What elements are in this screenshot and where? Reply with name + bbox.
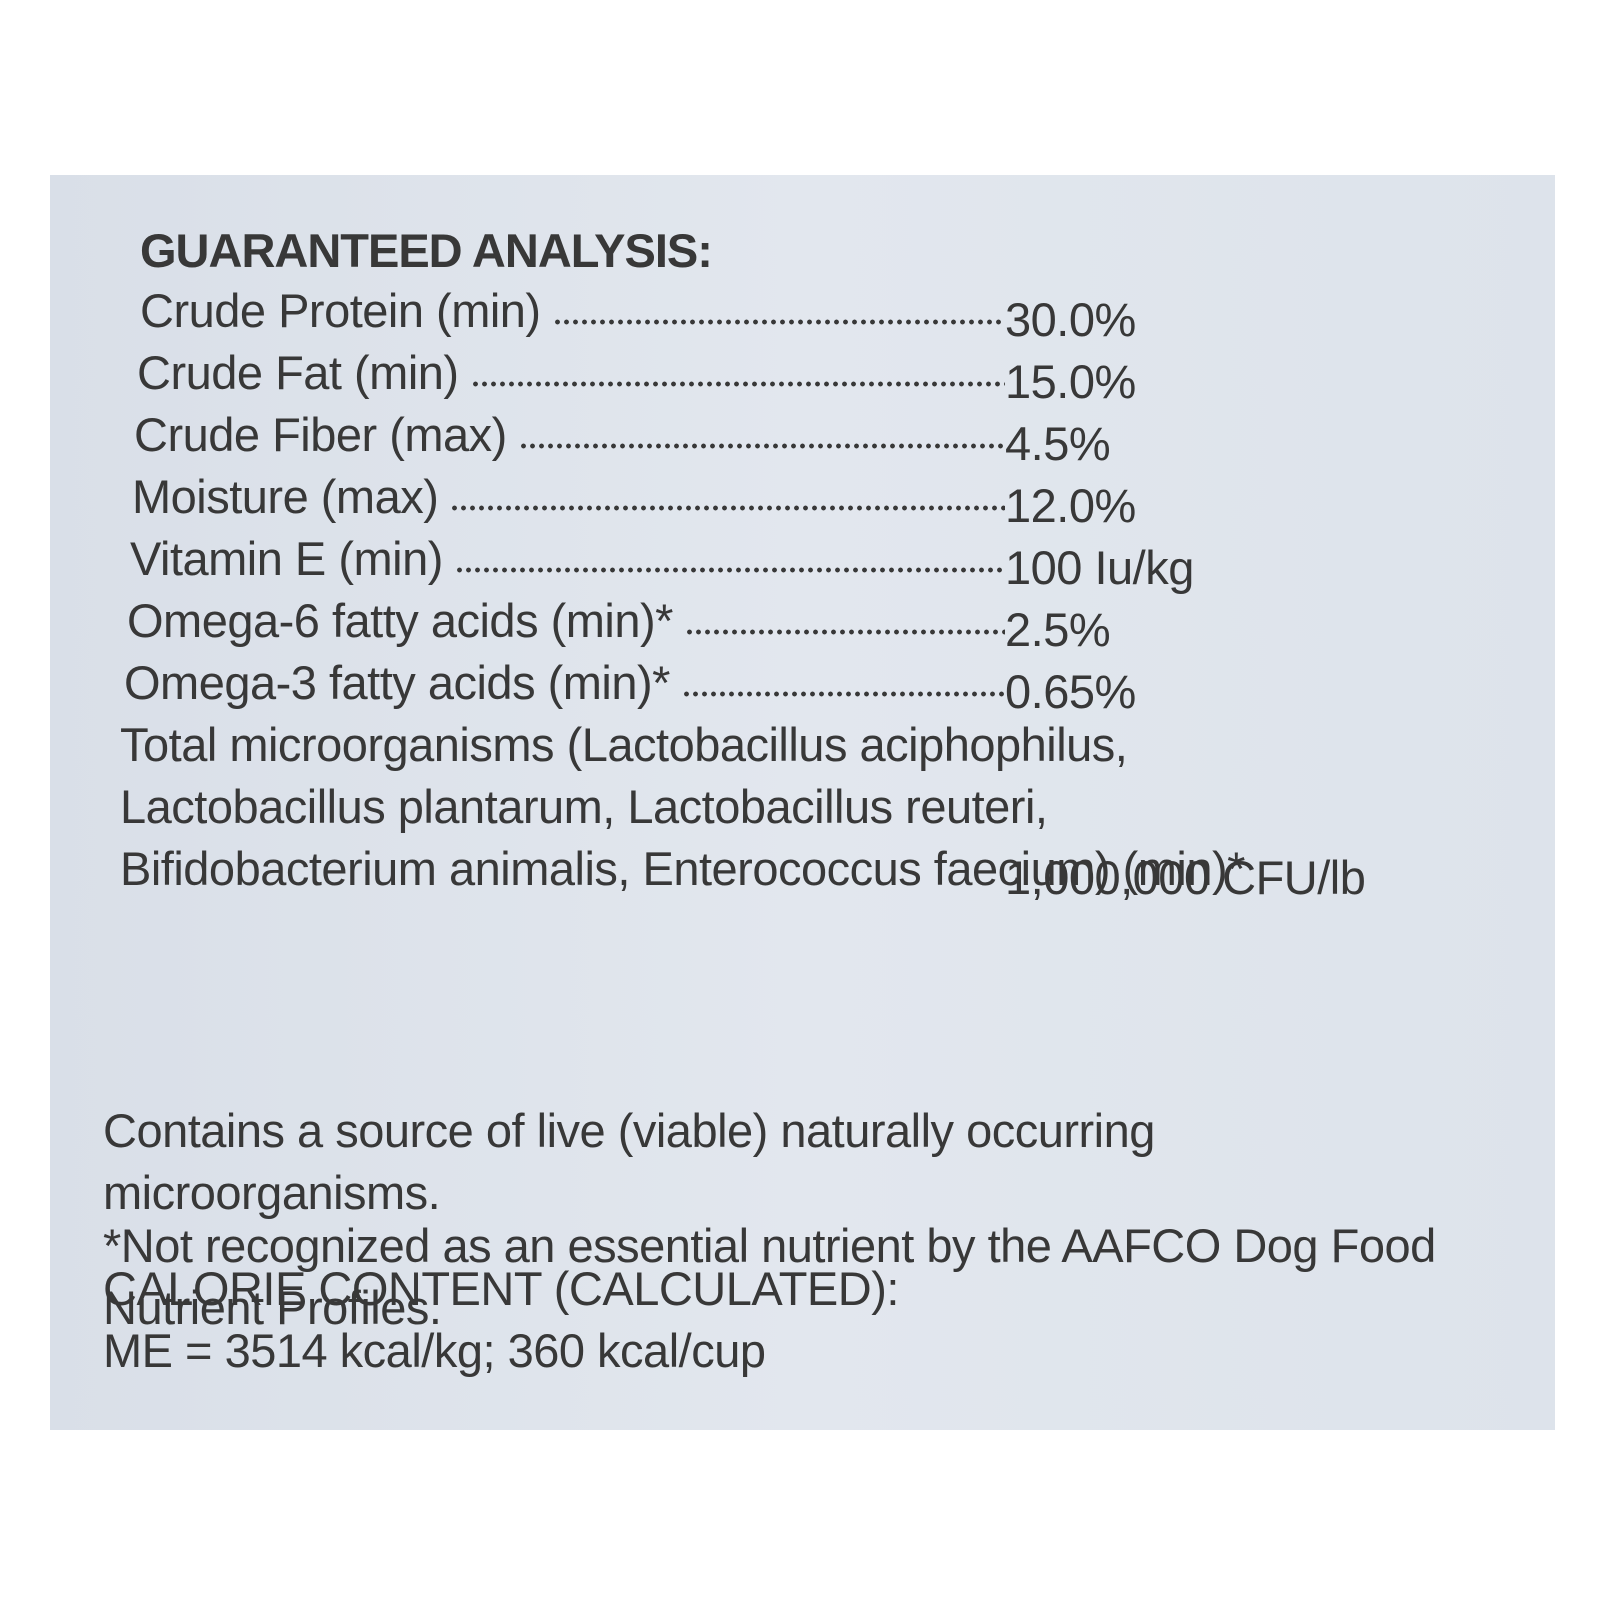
row-value: 12.0% — [1005, 478, 1136, 532]
row-label: Crude Fat (min) — [137, 346, 459, 399]
note: *Not recognized as an essential nutrient… — [103, 1219, 1436, 1334]
leader-dots — [450, 505, 1005, 511]
row-value: 0.65% — [1005, 664, 1136, 718]
label-panel: GUARANTEED ANALYSIS: *Not recognized as … — [50, 175, 1555, 1430]
row-value: 1,000,000 CFU/lb — [1005, 850, 1366, 904]
row-value: 100 Iu/kg — [1005, 540, 1194, 594]
row-value: 4.5% — [1005, 416, 1111, 470]
leader-dots — [552, 319, 1005, 325]
leader-dots — [518, 443, 1005, 449]
row-label: Crude Protein (min) — [140, 284, 541, 337]
row-value: 15.0% — [1005, 354, 1136, 408]
row-label: Total microorganisms (Lactobacillus acip… — [120, 718, 1245, 895]
calorie-value: ME = 3514 kcal/kg; 360 kcal/cup — [103, 1324, 766, 1377]
row-label: Omega-3 fatty acids (min)* — [124, 656, 670, 709]
leader-dots — [684, 629, 1005, 635]
row-value: 30.0% — [1005, 292, 1136, 346]
row-label: Moisture (max) — [132, 470, 439, 523]
leader-dots — [454, 567, 1005, 573]
leader-dots — [681, 691, 1005, 697]
calorie-title: CALORIE CONTENT (CALCULATED): — [103, 1262, 899, 1315]
row-label: Crude Fiber (max) — [134, 408, 507, 461]
row-label: Omega-6 fatty acids (min)* — [127, 594, 673, 647]
leader-dots — [470, 381, 1005, 387]
heading: GUARANTEED ANALYSIS: — [140, 224, 713, 277]
row-value: 2.5% — [1005, 602, 1111, 656]
live-culture: Contains a source of live (viable) natur… — [103, 1104, 1155, 1219]
row-label: Vitamin E (min) — [130, 532, 443, 585]
